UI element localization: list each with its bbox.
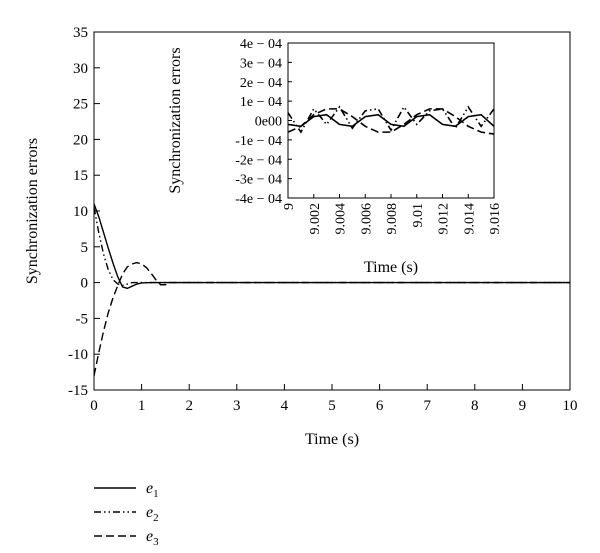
main-y-tick-label: 20 bbox=[73, 132, 88, 148]
main-y-tick-label: 10 bbox=[73, 204, 88, 220]
main-x-axis-title: Time (s) bbox=[305, 431, 359, 448]
inset-series-e3-line bbox=[288, 108, 494, 135]
legend-label-e2: e2 bbox=[146, 504, 159, 524]
main-y-tick-label: -5 bbox=[76, 311, 89, 327]
inset-x-tick-label: 9.01 bbox=[411, 203, 426, 228]
main-y-tick-label: 30 bbox=[73, 61, 88, 77]
main-x-tick-label: 3 bbox=[233, 398, 241, 414]
inset-x-tick-label: 9 bbox=[282, 203, 297, 210]
inset-y-axis-title: Synchronization errors bbox=[167, 47, 184, 193]
main-x-tick-label: 2 bbox=[185, 398, 193, 414]
main-x-tick-label: 5 bbox=[328, 398, 336, 414]
inset-y-tick-label: 2e − 04 bbox=[240, 76, 282, 91]
inset-y-tick-label: -4e − 04 bbox=[235, 192, 282, 207]
main-x-tick-label: 6 bbox=[376, 398, 384, 414]
main-x-tick-label: 9 bbox=[519, 398, 527, 414]
main-series-e2-line bbox=[94, 207, 570, 287]
main-y-axis-title: Synchronization errors bbox=[24, 138, 41, 284]
main-y-tick-label: 25 bbox=[73, 97, 88, 113]
main-y-tick-label: 15 bbox=[73, 168, 88, 184]
main-y-tick-label: -10 bbox=[68, 347, 88, 363]
main-y-tick-label: 35 bbox=[73, 25, 88, 41]
inset-y-tick-label: 4e − 04 bbox=[240, 37, 282, 52]
inset-y-tick-label: -3e − 04 bbox=[235, 173, 282, 188]
inset-y-tick-label: -1e − 04 bbox=[235, 134, 282, 149]
inset-x-tick-label: 9.016 bbox=[488, 203, 503, 235]
legend-label-e3: e3 bbox=[146, 528, 159, 548]
inset-x-tick-label: 9.006 bbox=[359, 203, 374, 235]
inset-x-tick-label: 9.012 bbox=[437, 203, 452, 235]
main-x-tick-label: 1 bbox=[138, 398, 146, 414]
inset-x-tick-label: 9.014 bbox=[462, 203, 477, 235]
inset-y-tick-label: 3e − 04 bbox=[240, 56, 282, 71]
main-x-tick-label: 7 bbox=[423, 398, 431, 414]
main-y-tick-label: 5 bbox=[81, 240, 89, 256]
inset-x-tick-label: 9.004 bbox=[334, 203, 349, 235]
inset-y-tick-label: 1e − 04 bbox=[240, 95, 282, 110]
inset-x-tick-label: 9.002 bbox=[308, 203, 323, 235]
legend-label-e1: e1 bbox=[146, 480, 159, 500]
inset-x-axis-title: Time (s) bbox=[364, 259, 418, 276]
inset-series-e1-line bbox=[288, 113, 494, 128]
inset-series-e2-line bbox=[288, 105, 494, 134]
main-y-tick-label: 0 bbox=[81, 276, 89, 292]
main-series-e3-line bbox=[94, 261, 570, 376]
legend: e1 e2 e3 bbox=[94, 480, 159, 548]
main-plot: 0 1 2 3 4 5 6 7 8 9 10 -15 -10 -5 0 5 10 15 20 25 30 35 Time (… bbox=[24, 25, 578, 448]
main-y-tick-label: -15 bbox=[68, 383, 88, 399]
main-x-tick-label: 8 bbox=[471, 398, 479, 414]
inset-x-tick-label: 9.008 bbox=[385, 203, 400, 235]
main-x-tick-label: 0 bbox=[90, 398, 98, 414]
main-x-tick-label: 10 bbox=[563, 398, 578, 414]
main-x-tick-label: 4 bbox=[281, 398, 289, 414]
inset-y-tick-label: -2e − 04 bbox=[235, 153, 282, 168]
inset-y-tick-label: 0e00 bbox=[255, 115, 282, 130]
inset-plot: 9 9.002 9.004 9.006 9.008 9.01 9.012 9.014 9.016… bbox=[167, 37, 503, 276]
